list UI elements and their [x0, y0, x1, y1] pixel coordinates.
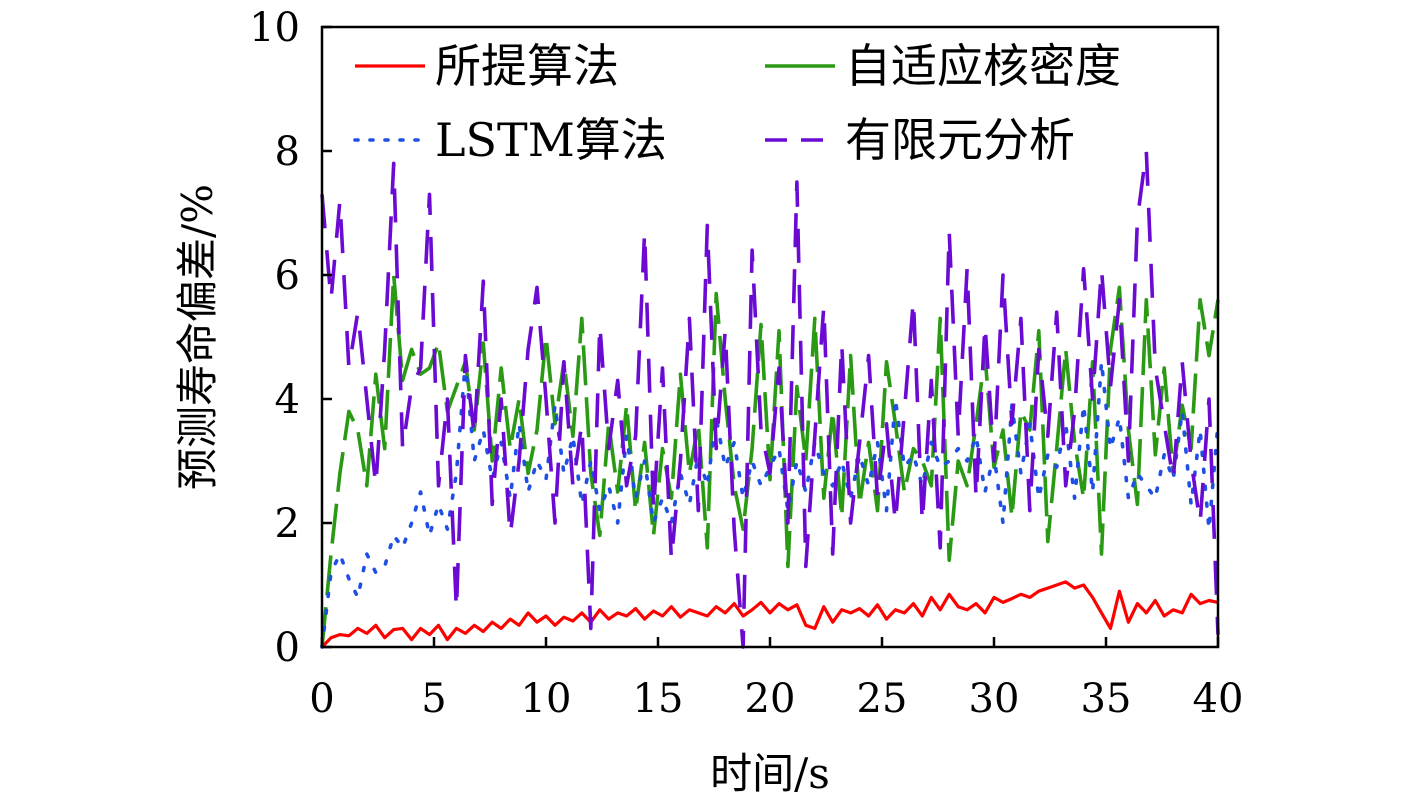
x-tick-label: 20 — [745, 676, 796, 722]
x-tick-label: 0 — [309, 676, 334, 722]
y-tick-label: 6 — [275, 253, 300, 299]
y-axis-label: 预测寿命偏差/% — [173, 184, 222, 490]
y-tick-label: 4 — [275, 377, 300, 423]
y-tick-label: 0 — [275, 625, 300, 671]
x-tick-label: 25 — [857, 676, 908, 722]
series-line-3 — [320, 360, 1220, 649]
y-tick-label: 2 — [275, 501, 300, 547]
series-line-4 — [320, 149, 1220, 649]
series-line-1 — [320, 580, 1219, 649]
legend-label-1: 所提算法 — [435, 39, 619, 93]
x-tick-label: 10 — [521, 676, 572, 722]
x-axis-label: 时间/s — [710, 749, 830, 798]
x-tick-label: 30 — [969, 676, 1020, 722]
legend-label-3: LSTM算法 — [435, 113, 667, 167]
legend-label-2: 自适应核密度 — [845, 39, 1121, 93]
legend-label-4: 有限元分析 — [845, 113, 1075, 167]
tick-layer: 0 5 10 15 20 25 30 35 40 0 2 4 6 8 10 — [249, 5, 1243, 722]
x-tick-label: 35 — [1081, 676, 1132, 722]
legend: 所提算法 自适应核密度 LSTM算法 有限元分析 — [353, 39, 1121, 167]
x-tick-label: 15 — [633, 676, 684, 722]
y-tick-label: 8 — [275, 129, 300, 175]
series-layer — [320, 149, 1220, 649]
y-tick-label: 10 — [249, 5, 300, 51]
x-tick-label: 40 — [1193, 676, 1244, 722]
x-tick-label: 5 — [421, 676, 446, 722]
